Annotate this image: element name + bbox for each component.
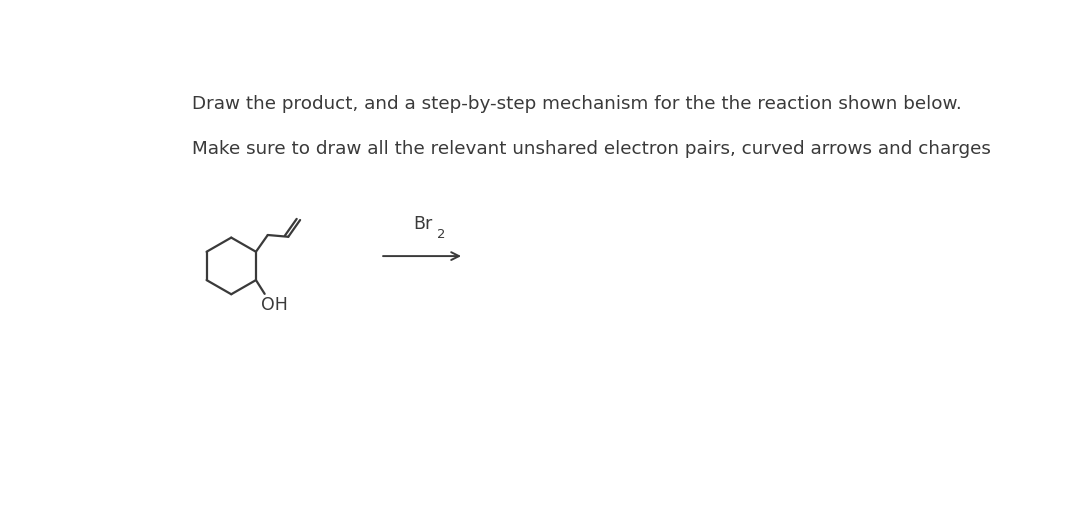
Text: OH: OH	[261, 296, 288, 314]
Text: Make sure to draw all the relevant unshared electron pairs, curved arrows and ch: Make sure to draw all the relevant unsha…	[192, 140, 990, 158]
Text: Br: Br	[414, 215, 433, 233]
Text: Draw the product, and a step-by-step mechanism for the the reaction shown below.: Draw the product, and a step-by-step mec…	[192, 95, 961, 113]
Text: 2: 2	[437, 228, 446, 241]
